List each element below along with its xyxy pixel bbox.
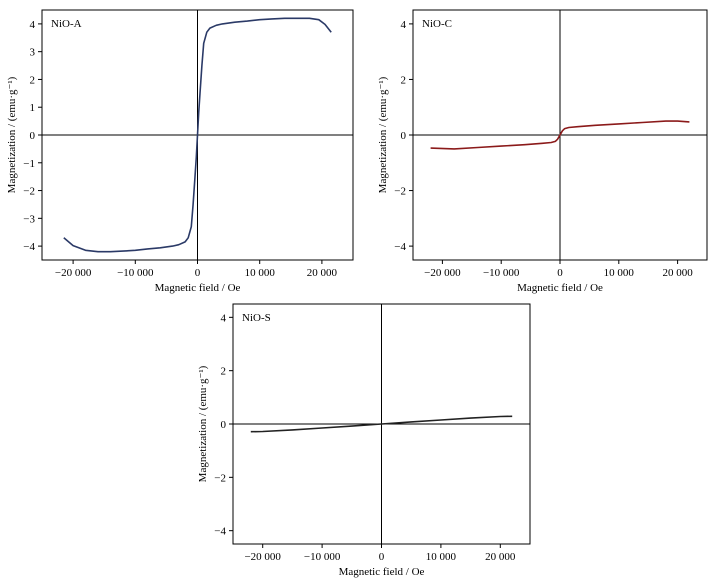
y-tick-label: −3 bbox=[23, 213, 35, 225]
x-tick-label: −10 000 bbox=[117, 267, 154, 279]
x-tick-label: 10 000 bbox=[604, 267, 635, 279]
y-axis-label: Magnetization / (emu·g⁻¹) bbox=[197, 365, 209, 482]
y-tick-label: 0 bbox=[401, 130, 407, 142]
y-tick-label: −4 bbox=[214, 526, 226, 538]
y-tick-label: 4 bbox=[221, 312, 227, 324]
series-line bbox=[430, 120, 690, 150]
chart-panel-2: −20 000 −10 000 0 10 000 20 000 −4 −2 0 2 4 NiO-C M… bbox=[377, 9, 708, 294]
panel-label: NiO-S bbox=[242, 312, 271, 324]
x-tick-label: 20 000 bbox=[307, 267, 338, 279]
y-tick-label: −2 bbox=[23, 186, 35, 198]
x-axis-label: Magnetic field / Oe bbox=[155, 282, 241, 294]
y-axis-label: Magnetization / (emu·g⁻¹) bbox=[6, 76, 18, 193]
x-tick-label: 0 bbox=[557, 267, 563, 279]
y-tick-label: 3 bbox=[30, 47, 36, 59]
x-tick-label: 20 000 bbox=[662, 267, 693, 279]
y-tick-label: −2 bbox=[214, 472, 226, 484]
y-tick-label: −4 bbox=[23, 241, 35, 253]
x-tick-label: −20 000 bbox=[424, 267, 461, 279]
series-line bbox=[250, 415, 513, 433]
x-tick-label: −20 000 bbox=[244, 551, 281, 563]
panel-label: NiO-A bbox=[51, 18, 82, 30]
x-tick-label: 20 000 bbox=[485, 551, 516, 563]
x-tick-label: 0 bbox=[379, 551, 385, 563]
x-tick-label: 10 000 bbox=[426, 551, 457, 563]
y-tick-label: 2 bbox=[401, 74, 407, 86]
y-tick-label: −4 bbox=[394, 241, 406, 253]
x-tick-label: 10 000 bbox=[245, 267, 276, 279]
y-tick-label: −1 bbox=[23, 158, 35, 170]
chart-panel-3: −20 000 −10 000 0 10 000 20 000 −4 −2 0 2 4 NiO-S M… bbox=[197, 303, 531, 578]
x-tick-label: −10 000 bbox=[304, 551, 341, 563]
y-tick-label: 1 bbox=[30, 102, 36, 114]
y-tick-label: 2 bbox=[221, 366, 227, 378]
y-tick-label: 2 bbox=[30, 74, 36, 86]
chart-panel-1: −20 000 −10 000 0 10 000 20 000 −4 −3 −2 −1 0 1 2 3 4… bbox=[6, 9, 354, 294]
x-tick-label: −10 000 bbox=[483, 267, 520, 279]
y-axis-label: Magnetization / (emu·g⁻¹) bbox=[377, 76, 389, 193]
panel-label: NiO-C bbox=[422, 18, 452, 30]
x-axis-label: Magnetic field / Oe bbox=[517, 282, 603, 294]
y-tick-label: 4 bbox=[30, 19, 36, 31]
x-tick-label: 0 bbox=[195, 267, 201, 279]
x-tick-label: −20 000 bbox=[55, 267, 92, 279]
y-tick-label: 4 bbox=[401, 19, 407, 31]
series-line bbox=[63, 17, 332, 253]
y-tick-label: 0 bbox=[221, 419, 227, 431]
y-tick-label: 0 bbox=[30, 130, 36, 142]
y-tick-label: −2 bbox=[394, 186, 406, 198]
x-axis-label: Magnetic field / Oe bbox=[339, 566, 425, 578]
